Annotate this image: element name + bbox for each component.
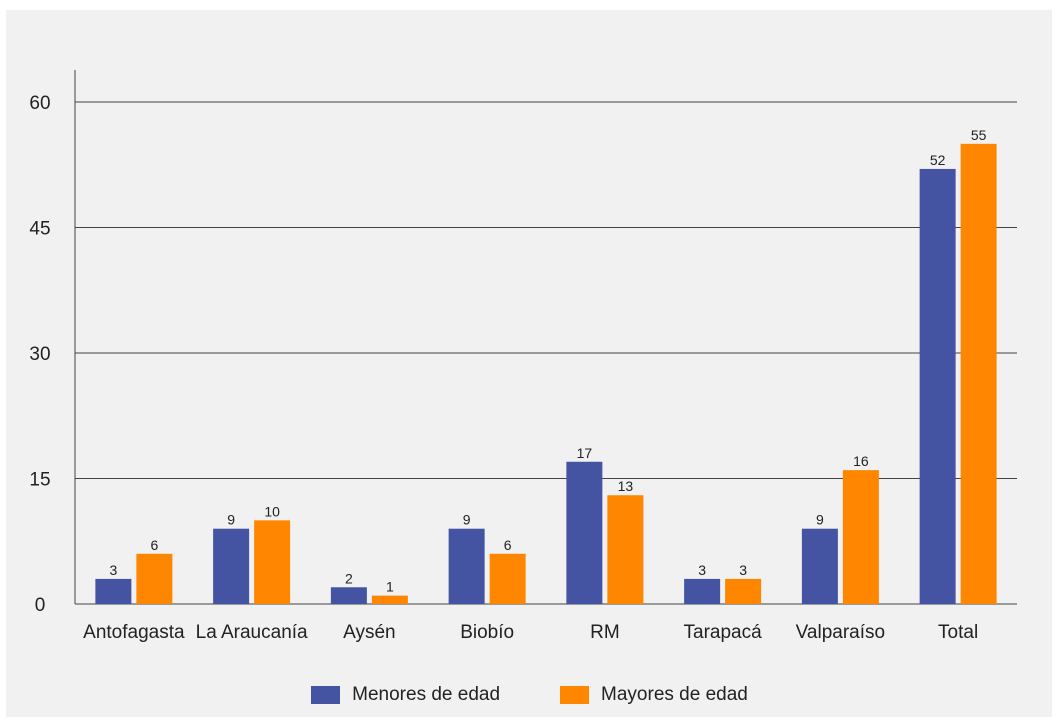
bar-series-1-1 [213, 528, 250, 604]
data-label-series-1-6: 9 [816, 512, 824, 528]
y-tick-label-3: 45 [29, 219, 50, 240]
data-label-series-2-2: 1 [386, 579, 394, 595]
data-label-series-1-4: 17 [577, 445, 593, 461]
bar-series-2-6 [842, 470, 879, 604]
data-label-series-2-5: 3 [739, 562, 747, 578]
y-tick-label-0: 0 [35, 595, 46, 616]
data-labels: 3 6 9 10 2 1 9 6 17 13 3 3 9 16 52 55 [109, 127, 986, 595]
y-axis-ticks: 0 15 30 45 60 [29, 93, 50, 616]
bar-series-1-6 [801, 528, 838, 604]
legend-swatch-series-1 [311, 686, 341, 704]
x-tick-label-6: Valparaíso [796, 622, 885, 643]
y-tick-label-4: 60 [29, 93, 50, 114]
data-label-series-1-0: 3 [109, 562, 117, 578]
bar-series-1-4 [566, 461, 603, 604]
bar-series-1-5 [684, 578, 721, 604]
x-tick-label-2: Aysén [343, 622, 395, 643]
legend: Menores de edad Mayores de edad [0, 684, 1059, 706]
x-tick-label-4: RM [590, 622, 620, 643]
data-label-series-1-2: 2 [345, 570, 353, 586]
x-tick-label-0: Antofagasta [83, 622, 185, 643]
bar-series-2-3 [489, 553, 526, 604]
bar-series-2-2 [371, 595, 408, 604]
data-label-series-2-3: 6 [504, 537, 512, 553]
bar-series-2-1 [254, 520, 291, 604]
x-tick-label-3: Biobío [460, 622, 514, 643]
legend-label-series-2: Mayores de edad [601, 684, 748, 705]
data-label-series-2-4: 13 [618, 478, 634, 494]
bar-series-2-4 [607, 495, 644, 604]
bar-series-2-5 [725, 578, 762, 604]
x-tick-label-1: La Araucanía [196, 622, 308, 643]
bar-series-1-3 [448, 528, 485, 604]
y-tick-label-1: 15 [29, 470, 50, 491]
data-label-series-1-1: 9 [227, 512, 235, 528]
x-axis-ticks: Antofagasta La Araucanía Aysén Biobío RM Tara… [83, 622, 978, 643]
data-label-series-2-6: 16 [853, 453, 869, 469]
legend-item-series-1: Menores de edad [311, 684, 500, 706]
bars [95, 143, 997, 605]
data-label-series-1-7: 52 [930, 152, 946, 168]
bar-series-1-2 [330, 587, 367, 604]
bar-series-1-7 [919, 168, 956, 604]
bar-series-2-7 [960, 143, 997, 605]
x-tick-label-7: Total [938, 622, 978, 643]
y-tick-label-2: 30 [29, 344, 50, 365]
bar-series-1-0 [95, 578, 132, 604]
data-label-series-1-3: 9 [463, 512, 471, 528]
x-tick-label-5: Tarapacá [684, 622, 763, 643]
data-label-series-1-5: 3 [698, 562, 706, 578]
data-label-series-2-0: 6 [150, 537, 158, 553]
legend-swatch-series-2 [560, 686, 590, 704]
data-label-series-2-7: 55 [971, 127, 987, 143]
data-label-series-2-1: 10 [264, 503, 280, 519]
legend-item-series-2: Mayores de edad [560, 684, 748, 706]
legend-label-series-1: Menores de edad [352, 684, 501, 705]
bar-series-2-0 [136, 553, 173, 604]
